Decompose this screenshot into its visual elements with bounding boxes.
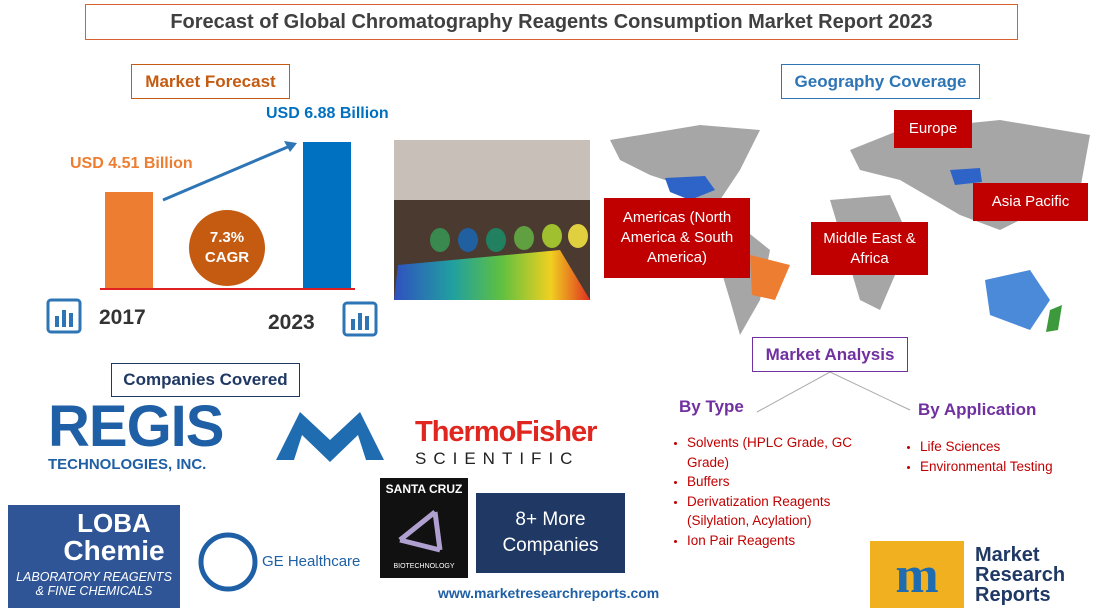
bar-label: USD 4.51 Billion: [70, 155, 193, 173]
ge-name: GE Healthcare: [262, 553, 361, 570]
ge-logo: [198, 532, 258, 592]
shape: [342, 301, 378, 337]
application-item: Environmental Testing: [920, 457, 1092, 477]
connector: [756, 371, 831, 413]
bar: [105, 192, 153, 288]
shape: [610, 125, 760, 205]
mrr-brand: Market Research Reports: [975, 545, 1065, 605]
shape: [62, 310, 66, 327]
chart-icon: [46, 298, 378, 337]
shape: [399, 537, 441, 553]
shape: [351, 319, 355, 330]
shape: [458, 228, 478, 252]
shape: [750, 255, 790, 300]
loba-logo: [8, 505, 180, 608]
regis-logo: REGIS TECHNOLOGIES, INC.: [2, 394, 224, 474]
santa-cruz-mark: [398, 510, 443, 553]
bar-label: USD 6.88 Billion: [266, 105, 389, 123]
geo-heading: Geography Coverage: [781, 64, 980, 99]
shape: [486, 228, 506, 252]
year-label: 2017: [99, 306, 146, 329]
mrr-logo: [870, 541, 964, 608]
by-type-heading: By Type: [679, 397, 744, 416]
shape: [1046, 305, 1062, 332]
arrow-head: [284, 141, 297, 152]
year-label: 2023: [268, 311, 315, 334]
shape: [358, 313, 362, 330]
loba-name: LOBA: [77, 508, 151, 538]
shape: [568, 224, 588, 248]
santa-cruz-sub: BIOTECHNOLOGY: [393, 563, 455, 570]
loba-name2: Chemie: [63, 535, 165, 566]
region: Middle East & Africa: [811, 222, 928, 275]
type-item: Ion Pair Reagents: [687, 531, 859, 551]
thermo-sub: SCIENTIFIC: [415, 449, 580, 468]
cagr: 7.3% CAGR: [184, 228, 270, 268]
santa-cruz-name: SANTA CRUZ: [385, 482, 463, 496]
forecast-heading: Market Forecast: [131, 64, 290, 99]
type-item: Derivatization Reagents (Silylation, Acy…: [687, 492, 859, 531]
merck-logo: [276, 412, 384, 462]
region: Americas (North America & South America): [604, 198, 750, 278]
shape: [950, 168, 982, 185]
type-item: Solvents (HPLC Grade, GC Grade): [687, 433, 859, 472]
chart-icon-bars: [55, 310, 369, 330]
shape: [69, 313, 73, 327]
loba-text: LOBA Chemie LABORATORY REAGENTS & FINE C…: [10, 510, 178, 598]
connector: [829, 371, 911, 411]
thermo-logo: ThermoFisher SCIENTIFIC: [415, 416, 597, 469]
type-item: Buffers: [687, 472, 859, 492]
type-list: Solvents (HPLC Grade, GC Grade)BuffersDe…: [669, 433, 859, 550]
region: Europe: [894, 110, 972, 148]
photo-flasks: [430, 224, 588, 252]
photo-bg: [394, 140, 590, 200]
regis-name: REGIS: [48, 394, 224, 459]
shape: [542, 224, 562, 248]
shape: [365, 316, 369, 330]
shape: [46, 298, 82, 334]
companies-heading: Companies Covered: [111, 363, 300, 397]
regis-sub: TECHNOLOGIES, INC.: [48, 456, 207, 473]
loba-sub: LABORATORY REAGENTS: [16, 570, 172, 584]
brand-line: Market: [975, 544, 1040, 566]
cagr-circle: [189, 210, 265, 286]
region: Asia Pacific: [973, 183, 1088, 221]
mrr-m: m: [895, 547, 938, 604]
growth-arrow: [162, 144, 291, 202]
brand-line: Research: [975, 564, 1066, 586]
brand-line: Reports: [975, 584, 1051, 606]
bar: [303, 142, 351, 288]
application-item: Life Sciences: [920, 437, 1092, 457]
shape: [430, 228, 450, 252]
more-companies: 8+ More Companies: [476, 493, 625, 573]
shape: [985, 270, 1050, 330]
url: www.marketresearchreports.com: [438, 585, 660, 601]
loba-sub2: & FINE CHEMICALS: [35, 584, 153, 598]
cagr-value: 7.3%: [209, 229, 245, 246]
shape: [665, 176, 715, 200]
photo-rainbow: [394, 250, 590, 300]
shape: [398, 510, 437, 542]
shape: [55, 316, 59, 327]
cagr-label: CAGR: [204, 249, 250, 266]
shape: [514, 226, 534, 250]
shape: [432, 511, 443, 551]
title: Forecast of Global Chromatography Reagen…: [85, 4, 1018, 40]
by-application-heading: By Application: [918, 400, 1037, 419]
santa-cruz-logo: [380, 478, 468, 578]
thermo-name: ThermoFisher: [415, 416, 597, 448]
analysis-heading: Market Analysis: [752, 337, 908, 372]
application-list: Life SciencesEnvironmental Testing: [902, 437, 1092, 476]
